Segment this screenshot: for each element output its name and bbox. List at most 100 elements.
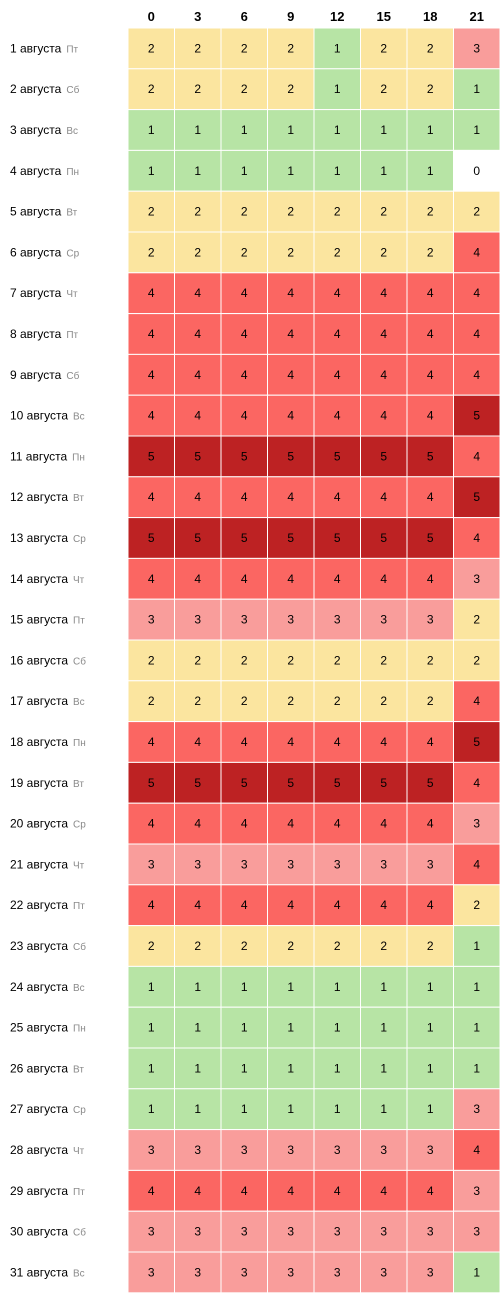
cell-value: 4 <box>148 572 155 586</box>
heatmap-cell <box>360 639 408 682</box>
heatmap-cell <box>406 680 454 723</box>
row-day-label: Чт <box>73 575 85 586</box>
heatmap-cell <box>267 190 315 233</box>
cell-value: 1 <box>473 980 480 994</box>
cell-value: 2 <box>334 653 341 667</box>
row-day-label: Пн <box>73 1024 86 1035</box>
cell-value: 5 <box>241 531 248 545</box>
heatmap-cell <box>127 1169 175 1212</box>
cell-value: 3 <box>473 1102 480 1116</box>
cell-value: 3 <box>334 1225 341 1239</box>
cell-value: 2 <box>148 939 155 953</box>
row-date-label: 11 августа <box>10 449 67 463</box>
heatmap-cell <box>174 27 222 70</box>
row-day-label: Пт <box>66 44 78 55</box>
cell-value: 4 <box>427 327 434 341</box>
cell-value: 1 <box>427 980 434 994</box>
cell-value: 4 <box>287 490 294 504</box>
cell-value: 3 <box>287 1143 294 1157</box>
cell-value: 2 <box>148 653 155 667</box>
heatmap-cell <box>220 313 268 355</box>
heatmap-cell <box>313 965 361 1008</box>
cell-value: 5 <box>194 776 201 790</box>
row-day-label: Вс <box>66 126 78 137</box>
heatmap-cell <box>267 435 315 478</box>
heatmap-cell <box>174 394 222 437</box>
heatmap-cell <box>220 802 268 845</box>
cell-value: 4 <box>241 735 248 749</box>
heatmap-cell <box>360 109 408 151</box>
cell-value: 4 <box>241 572 248 586</box>
cell-value: 2 <box>241 653 248 667</box>
cell-value: 5 <box>241 449 248 463</box>
cell-value: 2 <box>380 245 387 259</box>
cell-value: 3 <box>241 1225 248 1239</box>
heatmap-cell <box>220 1129 268 1171</box>
cell-value: 1 <box>148 164 155 178</box>
cell-value: 1 <box>334 164 341 178</box>
cell-value: 1 <box>148 1102 155 1116</box>
cell-value: 5 <box>148 776 155 790</box>
heatmap-cell <box>313 190 361 233</box>
cell-value: 3 <box>194 1265 201 1279</box>
heatmap-cell <box>453 313 501 355</box>
row-date-label: 6 августа <box>10 245 62 259</box>
heatmap-cell <box>127 680 175 723</box>
cell-value: 1 <box>287 1061 294 1075</box>
cell-value: 1 <box>334 1102 341 1116</box>
cell-value: 4 <box>473 776 480 790</box>
heatmap-cell <box>220 149 268 192</box>
row-date-label: 14 августа <box>10 572 68 586</box>
cell-value: 3 <box>473 1184 480 1198</box>
cell-value: 4 <box>194 286 201 300</box>
row-day-label: Ср <box>73 820 86 831</box>
heatmap-cell <box>453 1169 501 1212</box>
heatmap-cell <box>453 27 501 70</box>
cell-value: 2 <box>380 939 387 953</box>
heatmap-cell <box>174 1129 222 1171</box>
heatmap-cell <box>220 517 268 559</box>
cell-value: 4 <box>334 368 341 382</box>
cell-value: 2 <box>380 41 387 55</box>
heatmap-cell <box>174 1047 222 1090</box>
cell-value: 2 <box>427 939 434 953</box>
cell-value: 4 <box>473 694 480 708</box>
cell-value: 1 <box>380 164 387 178</box>
cell-value: 3 <box>380 1143 387 1157</box>
heatmap-cell <box>220 272 268 315</box>
cell-value: 1 <box>427 123 434 137</box>
cell-value: 1 <box>148 1061 155 1075</box>
heatmap-cell <box>267 68 315 111</box>
heatmap-cell <box>313 149 361 192</box>
cell-value: 2 <box>380 653 387 667</box>
cell-value: 4 <box>380 327 387 341</box>
cell-value: 3 <box>473 41 480 55</box>
cell-value: 4 <box>287 368 294 382</box>
heatmap-cell <box>453 1047 501 1090</box>
row-day-label: Пт <box>66 330 78 341</box>
heatmap-cell <box>313 1251 361 1294</box>
cell-value: 4 <box>427 898 434 912</box>
heatmap-cell <box>267 639 315 682</box>
heatmap-cell <box>220 435 268 478</box>
cell-value: 1 <box>334 980 341 994</box>
cell-value: 2 <box>194 82 201 96</box>
cell-value: 1 <box>194 1061 201 1075</box>
heatmap-cell <box>220 639 268 682</box>
heatmap-cell <box>360 557 408 600</box>
cell-value: 1 <box>148 123 155 137</box>
cell-value: 2 <box>473 613 480 627</box>
cell-value: 4 <box>194 1184 201 1198</box>
cell-value: 4 <box>473 857 480 871</box>
cell-value: 3 <box>241 1143 248 1157</box>
cell-value: 4 <box>380 286 387 300</box>
heatmap-cell <box>453 761 501 804</box>
row-day-label: Вс <box>73 697 85 708</box>
column-header-12: 12 <box>330 9 344 24</box>
row-date-label: 25 августа <box>10 1021 68 1035</box>
heatmap-cell <box>220 965 268 1008</box>
heatmap-cell <box>313 1210 361 1253</box>
heatmap-cell <box>220 476 268 519</box>
cell-value: 3 <box>473 817 480 831</box>
heatmap-cell <box>313 313 361 355</box>
